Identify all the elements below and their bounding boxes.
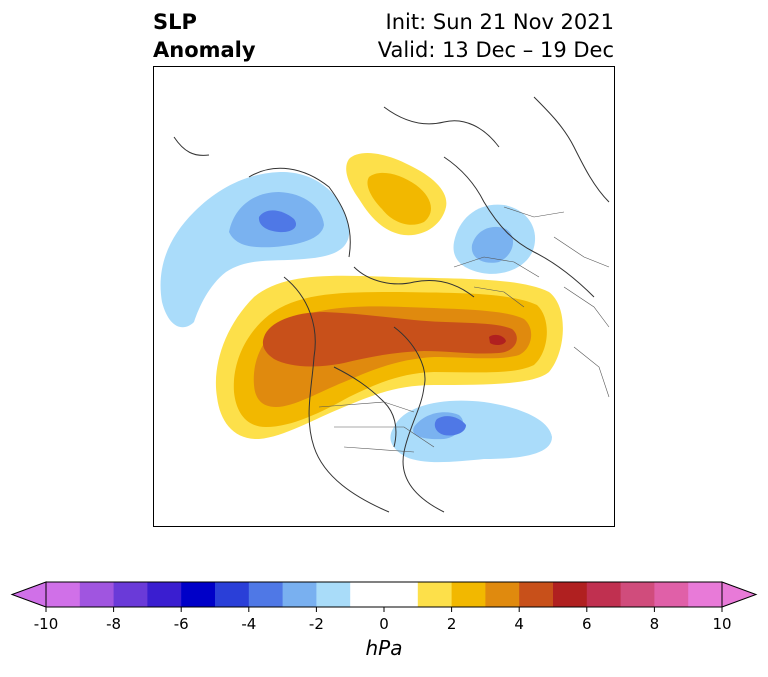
colorbar-segment xyxy=(586,582,622,607)
colorbar-segment xyxy=(688,582,723,607)
colorbar-svg: -10 -8 -6 -4 -2 0 2 4 6 8 10 xyxy=(10,581,758,633)
low-anomaly-atlantic xyxy=(390,400,552,463)
low-anomaly-siberia xyxy=(453,204,536,274)
colorbar-tick-label: -10 xyxy=(34,615,59,633)
colorbar-segment xyxy=(248,582,284,607)
colorbar-segment xyxy=(147,582,182,607)
colorbar-tick-label: 8 xyxy=(650,615,660,633)
colorbar-segment xyxy=(654,582,689,607)
low-anomaly-pacific xyxy=(160,172,350,328)
coastlines xyxy=(173,96,610,513)
colorbar-tick-label: -8 xyxy=(106,615,121,633)
colorbar-segment xyxy=(215,582,250,607)
colorbar-segment xyxy=(46,582,81,607)
colorbar-segment xyxy=(384,582,419,607)
colorbar-segment xyxy=(553,582,588,607)
map-title: SLP Anomaly xyxy=(153,8,256,64)
colorbar: -10 -8 -6 -4 -2 0 2 4 6 8 10 xyxy=(0,575,768,673)
colorbar-extend-low xyxy=(10,581,47,608)
colorbar-segment xyxy=(282,582,317,607)
anomaly-contour xyxy=(471,226,514,263)
anomaly-contour xyxy=(258,210,297,233)
colorbar-segment xyxy=(316,582,351,607)
colorbar-segment xyxy=(350,582,385,607)
colorbar-tick-label: -6 xyxy=(174,615,189,633)
colorbar-segment xyxy=(181,582,216,607)
colorbar-segment xyxy=(417,582,453,607)
high-anomaly-arctic xyxy=(215,275,563,440)
map-canvas xyxy=(160,96,610,513)
anomaly-contour xyxy=(434,416,466,436)
forecast-dates: Init: Sun 21 Nov 2021 Valid: 13 Dec – 19… xyxy=(378,8,614,64)
colorbar-segment xyxy=(113,582,148,607)
anomaly-contour xyxy=(262,312,517,367)
title-variable: SLP xyxy=(153,10,197,34)
colorbar-segment xyxy=(620,582,655,607)
colorbar-tick-label: 2 xyxy=(447,615,457,633)
high-anomaly-europe xyxy=(346,153,447,236)
anomaly-map xyxy=(153,66,615,527)
colorbar-segment xyxy=(451,582,486,607)
colorbar-units: hPa xyxy=(365,636,403,660)
colorbar-tick-label: 10 xyxy=(712,615,731,633)
colorbar-tick-label: -2 xyxy=(309,615,324,633)
colorbar-ticks: -10 -8 -6 -4 -2 0 2 4 6 8 10 xyxy=(34,607,732,633)
anomaly-contour xyxy=(367,172,431,225)
colorbar-tick-label: 4 xyxy=(514,615,524,633)
colorbar-extend-high xyxy=(721,581,758,608)
init-date: Init: Sun 21 Nov 2021 xyxy=(385,10,614,34)
colorbar-segment xyxy=(485,582,520,607)
borders xyxy=(318,206,610,453)
colorbar-segments xyxy=(10,581,758,608)
colorbar-tick-label: 0 xyxy=(379,615,389,633)
title-variable-sub: Anomaly xyxy=(153,38,256,62)
colorbar-tick-label: 6 xyxy=(582,615,592,633)
anomaly-contour xyxy=(489,334,506,346)
colorbar-tick-label: -4 xyxy=(241,615,256,633)
colorbar-segment xyxy=(79,582,115,607)
colorbar-segment xyxy=(519,582,554,607)
valid-range: Valid: 13 Dec – 19 Dec xyxy=(377,38,614,62)
